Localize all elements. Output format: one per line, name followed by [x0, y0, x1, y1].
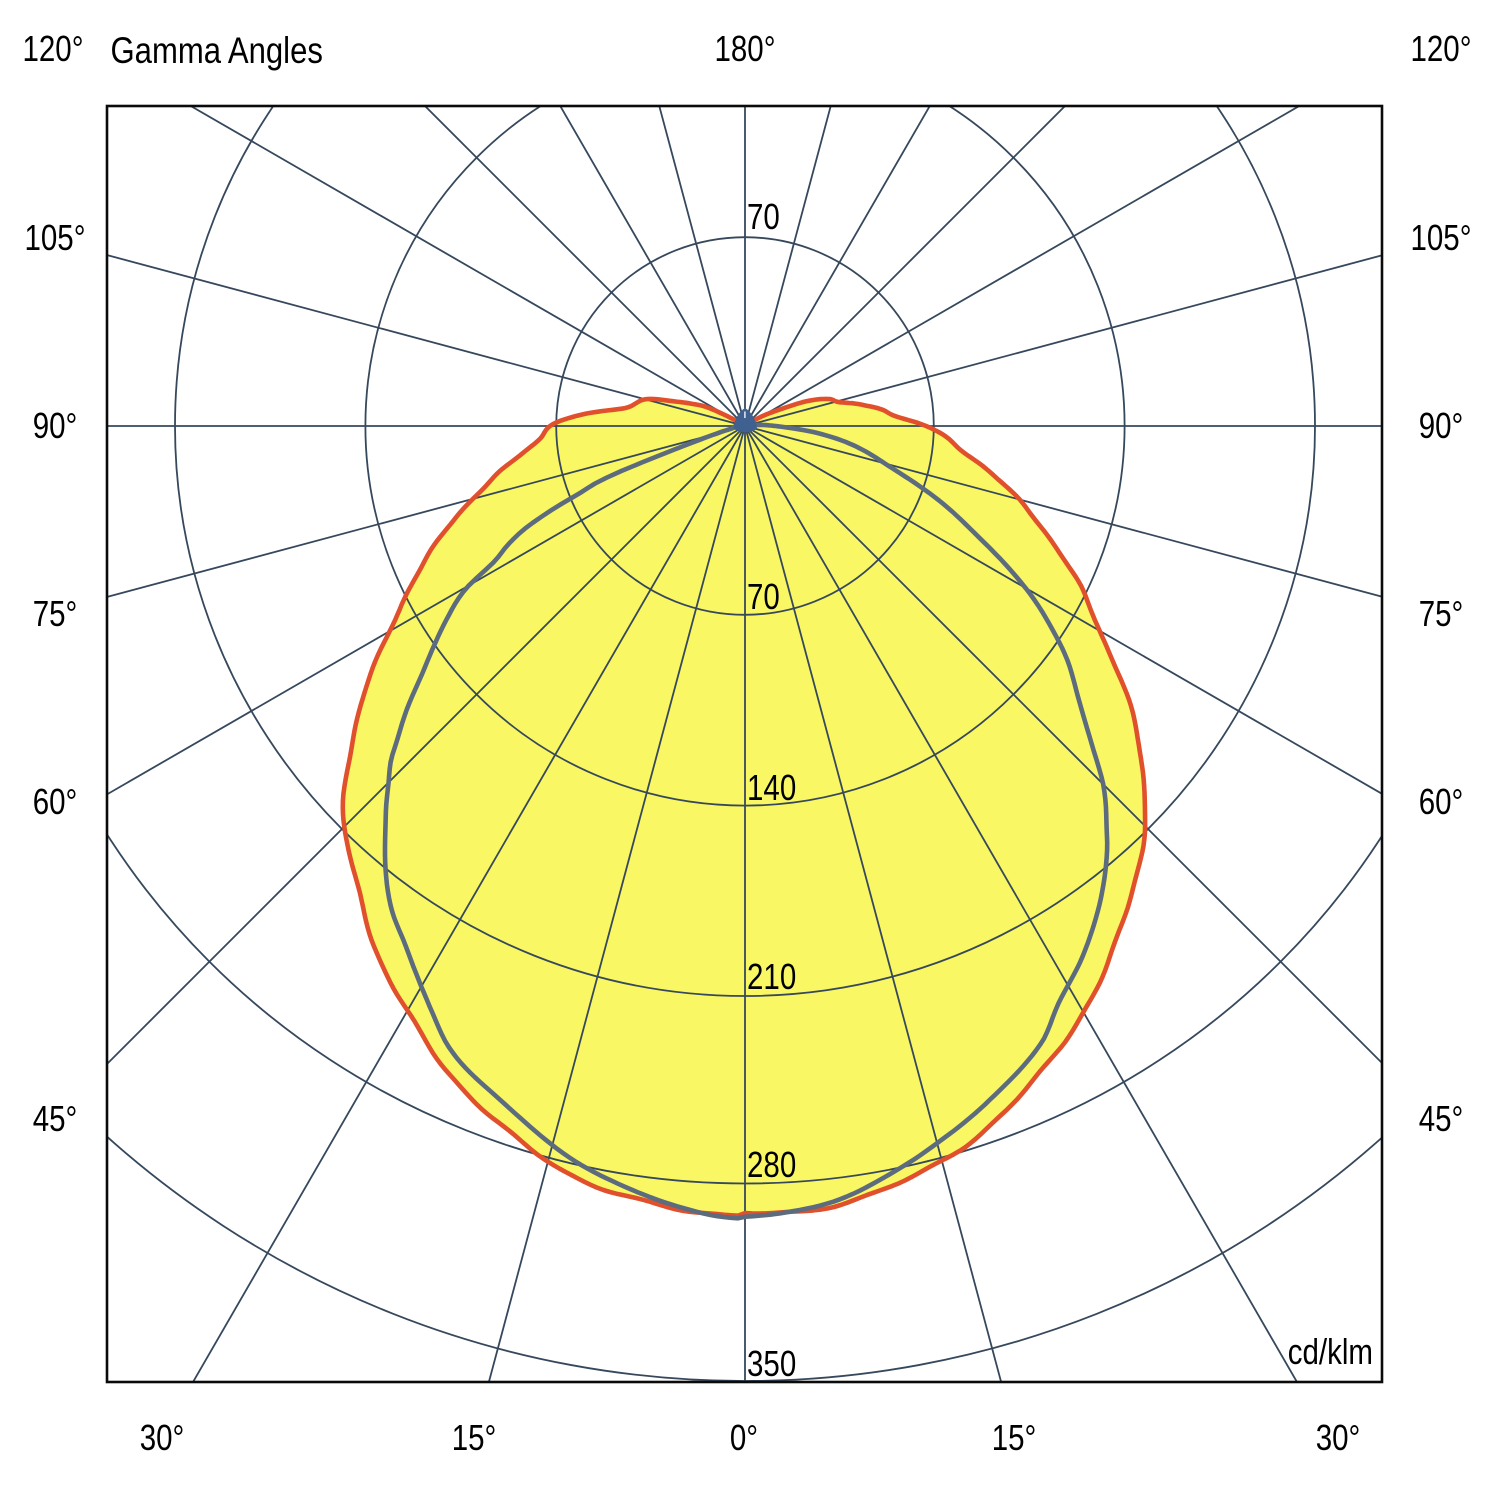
- svg-text:60°: 60°: [33, 781, 78, 821]
- svg-text:60°: 60°: [1419, 781, 1464, 821]
- svg-text:30°: 30°: [140, 1417, 185, 1457]
- svg-text:140: 140: [747, 767, 796, 807]
- svg-text:350: 350: [747, 1343, 796, 1383]
- svg-text:90°: 90°: [1419, 405, 1464, 445]
- svg-text:105°: 105°: [1410, 217, 1471, 257]
- svg-text:cd/klm: cd/klm: [1288, 1331, 1373, 1371]
- svg-text:Gamma Angles: Gamma Angles: [111, 31, 323, 72]
- svg-text:15°: 15°: [452, 1417, 497, 1457]
- svg-text:120°: 120°: [22, 28, 83, 68]
- svg-text:210: 210: [747, 956, 796, 996]
- svg-text:70: 70: [747, 196, 780, 236]
- svg-text:15°: 15°: [992, 1417, 1037, 1457]
- svg-text:120°: 120°: [1410, 28, 1471, 68]
- svg-text:90°: 90°: [33, 405, 78, 445]
- svg-text:75°: 75°: [33, 593, 78, 633]
- svg-text:105°: 105°: [24, 217, 85, 257]
- svg-text:75°: 75°: [1419, 593, 1464, 633]
- svg-text:30°: 30°: [1316, 1417, 1361, 1457]
- svg-text:0°: 0°: [730, 1417, 758, 1457]
- svg-text:70: 70: [747, 576, 780, 616]
- svg-text:45°: 45°: [1419, 1098, 1464, 1138]
- svg-text:280: 280: [747, 1144, 796, 1184]
- svg-text:180°: 180°: [714, 28, 775, 68]
- svg-text:45°: 45°: [33, 1098, 78, 1138]
